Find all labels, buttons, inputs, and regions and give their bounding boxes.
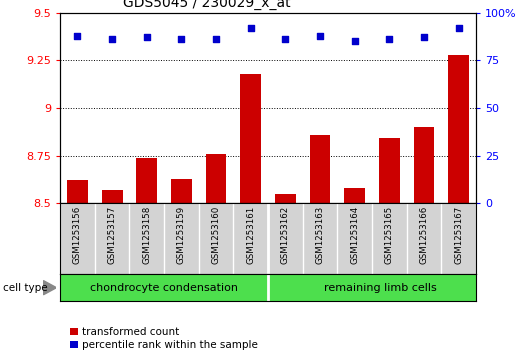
Bar	[344, 188, 365, 203]
Text: GSM1253166: GSM1253166	[419, 205, 428, 264]
Text: GSM1253157: GSM1253157	[108, 205, 117, 264]
Legend: transformed count, percentile rank within the sample: transformed count, percentile rank withi…	[65, 323, 262, 354]
Point	[73, 33, 82, 38]
Point	[212, 36, 220, 42]
Text: GSM1253164: GSM1253164	[350, 205, 359, 264]
Text: GSM1253160: GSM1253160	[212, 205, 221, 264]
Bar	[101, 190, 122, 203]
Point	[385, 36, 393, 42]
Point	[420, 34, 428, 40]
Text: cell type: cell type	[3, 283, 47, 293]
Bar	[241, 74, 261, 203]
Text: GSM1253165: GSM1253165	[385, 205, 394, 264]
Bar	[414, 127, 434, 203]
Text: remaining limb cells: remaining limb cells	[324, 283, 437, 293]
Bar	[137, 158, 157, 203]
Text: GSM1253156: GSM1253156	[73, 205, 82, 264]
Bar	[67, 180, 88, 203]
Text: GSM1253167: GSM1253167	[454, 205, 463, 264]
Point	[246, 25, 255, 31]
Bar	[448, 55, 469, 203]
Point	[454, 25, 463, 31]
Bar	[310, 135, 331, 203]
Bar	[379, 138, 400, 203]
Text: GSM1253163: GSM1253163	[315, 205, 324, 264]
Point	[281, 36, 290, 42]
Text: chondrocyte condensation: chondrocyte condensation	[90, 283, 238, 293]
Point	[177, 36, 186, 42]
Polygon shape	[43, 281, 56, 295]
Text: GSM1253161: GSM1253161	[246, 205, 255, 264]
Point	[143, 34, 151, 40]
Point	[350, 38, 359, 44]
Text: GSM1253158: GSM1253158	[142, 205, 151, 264]
Text: GSM1253159: GSM1253159	[177, 205, 186, 264]
Point	[316, 33, 324, 38]
Bar	[171, 179, 192, 203]
Text: GSM1253162: GSM1253162	[281, 205, 290, 264]
Bar	[206, 154, 226, 203]
Text: GDS5045 / 230029_x_at: GDS5045 / 230029_x_at	[122, 0, 290, 10]
Bar	[275, 194, 295, 203]
Point	[108, 36, 116, 42]
